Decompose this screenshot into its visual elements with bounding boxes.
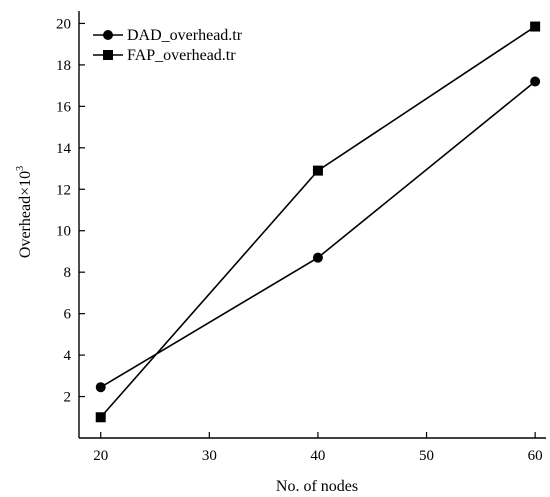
data-point-circle <box>95 382 106 393</box>
y-tick-label: 10 <box>56 224 71 240</box>
series-layer <box>95 21 541 423</box>
series-line <box>100 25 536 418</box>
y-tick-label: 18 <box>56 58 71 74</box>
data-point-circle <box>312 252 323 263</box>
x-tick-label: 30 <box>202 448 217 464</box>
y-axis-title: Overhead×103 <box>15 166 34 258</box>
y-tick-label: 20 <box>56 16 71 32</box>
x-tick-label: 60 <box>528 448 543 464</box>
x-tick-label: 40 <box>310 448 325 464</box>
y-tick-label: 12 <box>56 182 71 198</box>
series-line <box>100 80 536 388</box>
y-tick-label: 4 <box>64 348 72 364</box>
x-tick-label: 20 <box>93 448 108 464</box>
x-axis-title: No. of nodes <box>276 478 358 495</box>
y-axis-title-sup: 3 <box>15 166 26 171</box>
legend-label: FAP_overhead.tr <box>127 47 236 64</box>
data-point-circle <box>530 76 541 87</box>
legend-marker-circle <box>103 30 113 40</box>
legend: DAD_overhead.tr FAP_overhead.tr <box>93 27 243 64</box>
axes: 20 30 40 50 60 2 4 6 8 10 12 14 16 18 20 <box>56 11 546 464</box>
series-2 <box>95 21 541 423</box>
legend-entry: DAD_overhead.tr <box>93 27 243 44</box>
legend-entry: FAP_overhead.tr <box>93 47 236 64</box>
y-tick-label: 16 <box>56 99 72 115</box>
y-tick-label: 6 <box>64 307 72 323</box>
legend-marker-square <box>103 50 113 60</box>
y-tick-label: 8 <box>64 265 72 281</box>
y-tick-label: 14 <box>56 141 72 157</box>
series-1 <box>95 76 541 393</box>
y-axis-title-main: Overhead×10 <box>17 171 34 258</box>
data-point-square <box>530 21 541 32</box>
data-point-square <box>312 165 323 176</box>
legend-label: DAD_overhead.tr <box>127 27 243 44</box>
data-point-square <box>95 412 106 423</box>
y-tick-label: 2 <box>64 390 72 406</box>
x-tick-label: 50 <box>419 448 434 464</box>
